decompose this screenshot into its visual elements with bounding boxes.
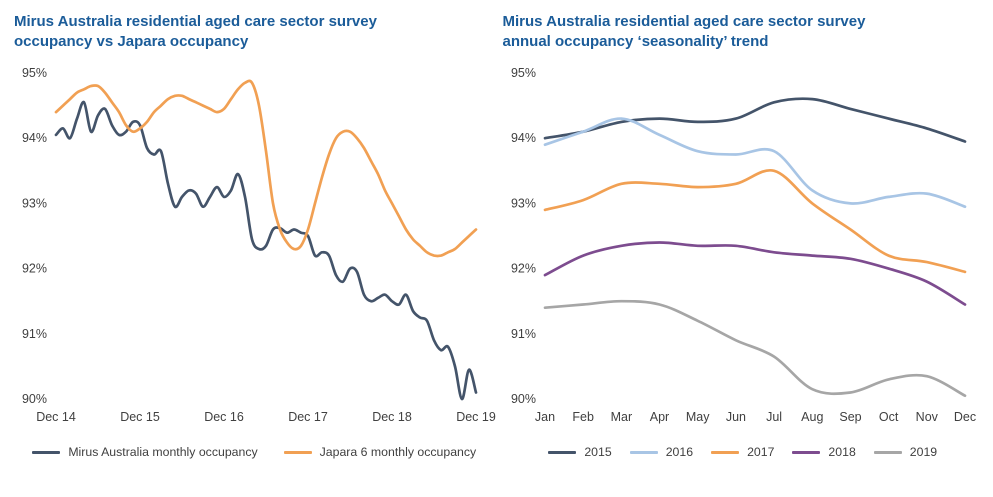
legend-label: 2017: [747, 445, 775, 459]
x-axis-tick-label: Jun: [725, 410, 745, 424]
x-axis-tick-label: Sep: [839, 410, 861, 424]
y-axis-tick-label: 95%: [22, 66, 47, 80]
legend-item: 2016: [629, 445, 694, 459]
chart-panel-occupancy-vs-japara: Mirus Australia residential aged care se…: [10, 10, 499, 497]
chart-title-seasonality-trend: Mirus Australia residential aged care se…: [502, 13, 866, 50]
x-axis-tick-label: Dec 19: [456, 410, 496, 424]
y-axis-tick-label: 93%: [22, 196, 47, 210]
legend-label: Mirus Australia monthly occupancy: [68, 445, 258, 459]
legend-label: Japara 6 monthly occupancy: [319, 445, 477, 459]
series-line-japara-6-monthly-occupancy: [54, 79, 478, 258]
series-line-mirus-australia-monthly-occupancy: [54, 100, 478, 401]
y-axis-tick-label: 94%: [22, 131, 47, 145]
y-axis-tick-label: 91%: [22, 327, 47, 341]
series-line-2016: [543, 117, 966, 209]
legend-item: Japara 6 monthly occupancy: [283, 445, 477, 459]
x-axis-tick-label: Dec 18: [372, 410, 412, 424]
legend-swatch: [792, 450, 821, 454]
x-axis-tick-label: Jan: [534, 410, 554, 424]
series-line-2017: [543, 168, 966, 274]
series-line-2018: [543, 241, 966, 306]
x-axis-tick-label: Dec 15: [120, 410, 160, 424]
legend-item: 2019: [873, 445, 938, 459]
x-axis-tick-label: Jul: [766, 410, 782, 424]
x-axis-tick-label: Nov: [915, 410, 938, 424]
legend-swatch: [548, 450, 577, 454]
legend-swatch: [283, 450, 312, 454]
line-chart-seasonality-trend: 90% 91% 92% 93% 94% 95% Jan Feb Mar Apr May Jun Jul A…: [510, 66, 975, 424]
x-axis-tick-label: Apr: [649, 410, 668, 424]
x-axis-tick-label: Dec 16: [204, 410, 244, 424]
legend-item: 2017: [711, 445, 774, 459]
series-line-2019: [543, 299, 966, 398]
x-axis-tick-label: Aug: [801, 410, 823, 424]
legend-item: Mirus Australia monthly occupancy: [32, 445, 258, 459]
y-axis-tick-label: 90%: [22, 392, 47, 406]
series-line-2015: [543, 97, 966, 143]
chart-legend-seasonality-trend: 2015 2016 2017 2018 2019: [499, 445, 988, 459]
chart-legend-occupancy-vs-japara: Mirus Australia monthly occupancy Japara …: [10, 445, 499, 459]
legend-item: 2015: [548, 445, 612, 459]
y-axis-tick-label: 90%: [510, 392, 535, 406]
y-axis-tick-label: 95%: [510, 66, 535, 80]
x-axis-tick-label: May: [685, 410, 709, 424]
y-axis-tick-label: 94%: [510, 131, 535, 145]
y-axis-tick-label: 93%: [510, 196, 535, 210]
y-axis-tick-label: 92%: [22, 262, 47, 276]
chart-title-occupancy-vs-japara: Mirus Australia residential aged care se…: [14, 13, 377, 50]
legend-label: 2016: [665, 445, 694, 459]
y-axis-tick-label: 92%: [510, 262, 535, 276]
x-axis-tick-label: Feb: [572, 410, 594, 424]
legend-label: 2019: [909, 445, 938, 459]
x-axis-tick-label: Dec 14: [36, 410, 76, 424]
line-chart-occupancy-vs-japara: 90% 91% 92% 93% 94% 95% Dec 14 Dec 15 Dec 16 Dec …: [22, 66, 496, 424]
legend-label: 2015: [584, 445, 612, 459]
y-axis-tick-label: 91%: [510, 327, 535, 341]
legend-label: 2018: [828, 445, 856, 459]
legend-swatch: [32, 450, 61, 454]
legend-swatch: [629, 450, 658, 454]
chart-panel-seasonality-trend: Mirus Australia residential aged care se…: [499, 10, 988, 497]
x-axis-tick-label: Mar: [610, 410, 632, 424]
x-axis-tick-label: Dec: [953, 410, 975, 424]
legend-swatch: [873, 450, 902, 454]
x-axis-tick-label: Dec 17: [288, 410, 328, 424]
x-axis-tick-label: Oct: [878, 410, 898, 424]
legend-swatch: [711, 450, 740, 454]
legend-item: 2018: [792, 445, 856, 459]
